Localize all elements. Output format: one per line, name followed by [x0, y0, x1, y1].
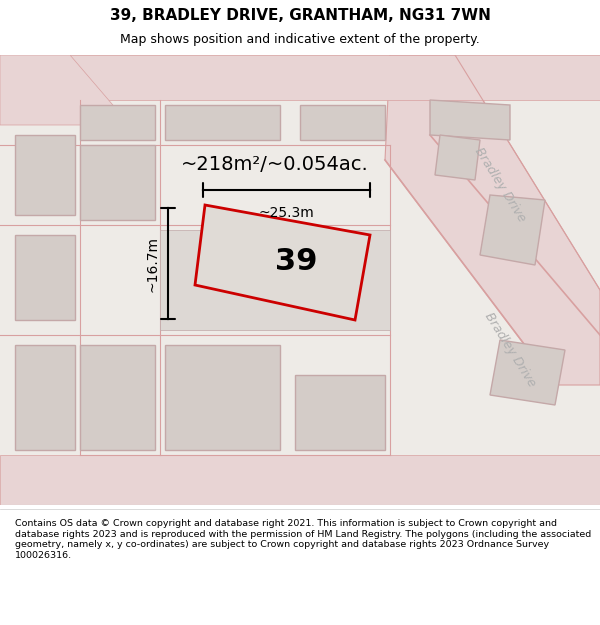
- Polygon shape: [430, 100, 510, 140]
- Polygon shape: [80, 345, 155, 450]
- Polygon shape: [160, 230, 390, 330]
- Polygon shape: [165, 105, 280, 140]
- Polygon shape: [435, 135, 480, 180]
- Text: Contains OS data © Crown copyright and database right 2021. This information is : Contains OS data © Crown copyright and d…: [15, 519, 591, 559]
- Text: 39, BRADLEY DRIVE, GRANTHAM, NG31 7WN: 39, BRADLEY DRIVE, GRANTHAM, NG31 7WN: [110, 8, 490, 23]
- Polygon shape: [0, 455, 600, 505]
- Polygon shape: [165, 345, 280, 450]
- Polygon shape: [0, 55, 130, 125]
- Polygon shape: [80, 105, 155, 140]
- Polygon shape: [80, 145, 155, 220]
- Polygon shape: [385, 55, 600, 385]
- Polygon shape: [15, 345, 75, 450]
- Polygon shape: [295, 375, 385, 450]
- Polygon shape: [195, 205, 370, 320]
- Text: 39: 39: [275, 247, 317, 276]
- Text: Bradley Drive: Bradley Drive: [472, 146, 528, 224]
- Polygon shape: [300, 105, 385, 140]
- Text: Map shows position and indicative extent of the property.: Map shows position and indicative extent…: [120, 33, 480, 46]
- Polygon shape: [0, 55, 600, 100]
- Polygon shape: [480, 195, 545, 265]
- Text: ~16.7m: ~16.7m: [146, 236, 160, 291]
- Text: Bradley Drive: Bradley Drive: [482, 311, 538, 389]
- Polygon shape: [490, 340, 565, 405]
- Text: ~218m²/~0.054ac.: ~218m²/~0.054ac.: [181, 156, 369, 174]
- Polygon shape: [15, 235, 75, 320]
- Polygon shape: [0, 55, 600, 505]
- Polygon shape: [15, 135, 75, 215]
- Text: ~25.3m: ~25.3m: [259, 206, 314, 220]
